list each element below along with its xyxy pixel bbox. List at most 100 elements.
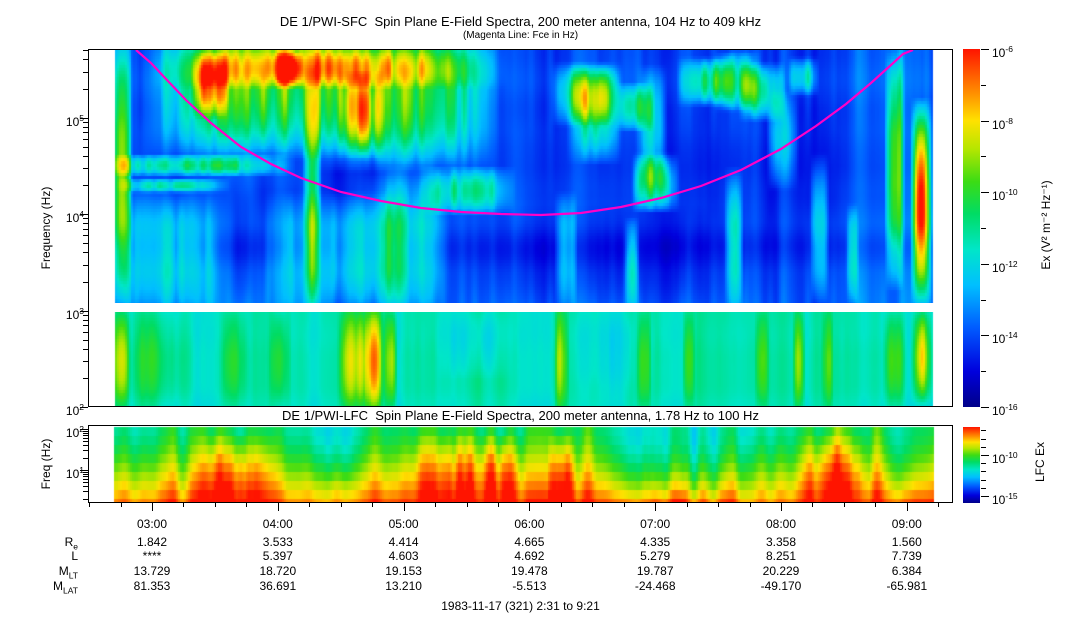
ephemeris-value: 13.729 bbox=[133, 564, 171, 578]
y-minor-tick bbox=[83, 50, 88, 51]
y-minor-tick bbox=[83, 441, 88, 443]
date-range-caption: 1983-11-17 (321) 2:31 to 9:21 bbox=[441, 599, 600, 613]
y-minor-tick bbox=[83, 482, 88, 484]
lfc-spectrogram-canvas bbox=[89, 426, 952, 502]
ephemeris-value: 18.720 bbox=[259, 564, 297, 578]
time-tick-label: 06:00 bbox=[514, 517, 545, 531]
sfc-spectrogram-panel bbox=[88, 49, 953, 407]
cb-tick-label: 10-12 bbox=[992, 258, 1018, 275]
y-minor-tick bbox=[83, 471, 88, 473]
y-major-tick bbox=[80, 429, 88, 430]
y-minor-tick bbox=[83, 185, 88, 186]
y-minor-tick bbox=[83, 59, 88, 61]
ephemeris-row-label: Re bbox=[64, 535, 78, 552]
y-minor-tick bbox=[83, 331, 88, 333]
sfc-colorbar-label: Ex (V² m⁻² Hz⁻¹) bbox=[1039, 180, 1053, 270]
ephemeris-value: 4.665 bbox=[514, 535, 545, 549]
cb-minor-tick bbox=[981, 228, 986, 229]
cb-tick-label: 10-14 bbox=[992, 330, 1018, 347]
x-minor-tick bbox=[246, 503, 248, 507]
y-minor-tick bbox=[83, 132, 88, 134]
y-minor-tick bbox=[83, 457, 88, 459]
y-minor-tick bbox=[83, 138, 88, 140]
cb-major-tick bbox=[981, 49, 989, 50]
sfc-title: DE 1/PWI-SFC Spin Plane E-Field Spectra,… bbox=[279, 14, 762, 29]
y-tick-label: 101 bbox=[65, 465, 84, 481]
ephemeris-row-label: L bbox=[71, 549, 78, 563]
y-major-tick bbox=[80, 117, 88, 119]
ephemeris-value: 7.739 bbox=[891, 549, 922, 563]
y-minor-tick bbox=[83, 121, 88, 123]
y-minor-tick bbox=[83, 438, 88, 440]
y-minor-tick bbox=[83, 435, 88, 437]
ephemeris-row-label: MLT bbox=[58, 564, 78, 581]
x-minor-tick bbox=[89, 503, 91, 507]
sfc-upper-band-canvas bbox=[89, 50, 952, 303]
cb-minor-tick bbox=[981, 487, 986, 489]
ephemeris-value: -5.513 bbox=[512, 579, 547, 593]
x-major-tick bbox=[152, 503, 153, 511]
y-tick-label: 103 bbox=[65, 305, 84, 322]
x-minor-tick bbox=[560, 503, 562, 507]
ephemeris-value: 19.153 bbox=[385, 564, 422, 578]
ephemeris-value: 4.692 bbox=[514, 549, 545, 563]
y-minor-tick bbox=[83, 474, 88, 475]
cb-tick-label: 10-10 bbox=[992, 449, 1018, 466]
x-major-tick bbox=[781, 503, 782, 511]
y-minor-tick bbox=[83, 445, 88, 447]
y-major-tick bbox=[80, 407, 88, 408]
y-minor-tick bbox=[83, 218, 88, 220]
ephemeris-value: 8.251 bbox=[765, 549, 797, 563]
lfc-colorbar bbox=[963, 427, 980, 503]
x-major-tick bbox=[529, 503, 531, 511]
x-minor-tick bbox=[183, 503, 185, 507]
cb-minor-tick bbox=[981, 84, 986, 86]
y-minor-tick bbox=[83, 126, 88, 128]
cb-tick-label: 10-6 bbox=[992, 44, 1013, 60]
y-tick-label: 102 bbox=[65, 402, 84, 418]
cb-tick-label: 10-15 bbox=[992, 490, 1018, 507]
y-minor-tick bbox=[83, 479, 88, 481]
ephemeris-value: 4.603 bbox=[388, 549, 419, 563]
sfc-lower-band-canvas bbox=[89, 312, 952, 406]
cb-major-tick bbox=[981, 120, 989, 122]
y-minor-tick bbox=[83, 88, 88, 90]
ephemeris-row-label: MLAT bbox=[53, 579, 78, 596]
time-tick-label: 03:00 bbox=[136, 517, 168, 531]
x-minor-tick bbox=[875, 503, 877, 507]
x-minor-tick bbox=[686, 503, 688, 507]
y-minor-tick bbox=[83, 228, 88, 230]
x-minor-tick bbox=[938, 503, 940, 507]
x-minor-tick bbox=[812, 503, 814, 507]
sfc-colorbar bbox=[963, 49, 980, 407]
ephemeris-value: 1.842 bbox=[136, 535, 168, 549]
y-minor-tick bbox=[83, 491, 88, 493]
cb-major-tick bbox=[981, 454, 989, 456]
x-minor-tick bbox=[718, 503, 720, 507]
x-minor-tick bbox=[749, 503, 751, 507]
y-minor-tick bbox=[83, 319, 88, 321]
ephemeris-value: 4.335 bbox=[640, 535, 671, 549]
cb-minor-tick bbox=[981, 479, 986, 481]
x-major-tick bbox=[906, 503, 908, 511]
cb-minor-tick bbox=[981, 438, 986, 440]
y-minor-tick bbox=[83, 252, 88, 254]
cb-major-tick bbox=[981, 192, 989, 194]
ephemeris-value: 6.384 bbox=[891, 564, 922, 578]
cb-tick-label: 10-10 bbox=[992, 187, 1018, 204]
cb-minor-tick bbox=[981, 463, 986, 465]
x-minor-tick bbox=[435, 503, 437, 507]
ephemeris-value: 3.358 bbox=[765, 535, 797, 549]
cb-minor-tick bbox=[981, 299, 986, 301]
ephemeris-value: 19.787 bbox=[636, 564, 674, 578]
cb-major-tick bbox=[981, 495, 989, 497]
x-minor-tick bbox=[623, 503, 625, 507]
x-minor-tick bbox=[309, 503, 311, 507]
cb-tick-label: 10-8 bbox=[992, 115, 1013, 132]
y-minor-tick bbox=[83, 498, 88, 500]
ephemeris-value: 5.397 bbox=[262, 549, 293, 563]
x-minor-tick bbox=[120, 503, 122, 507]
x-minor-tick bbox=[466, 503, 468, 507]
y-minor-tick bbox=[83, 430, 88, 432]
